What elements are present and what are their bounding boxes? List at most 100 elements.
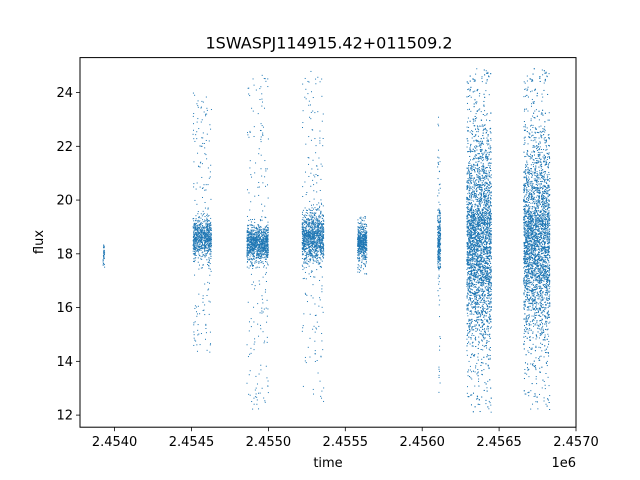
data-point	[357, 219, 359, 221]
data-point	[318, 224, 320, 226]
data-point	[267, 228, 269, 230]
data-point	[360, 252, 362, 254]
data-point	[322, 229, 324, 231]
data-point	[310, 185, 312, 187]
data-point	[365, 235, 367, 237]
data-point	[438, 259, 440, 261]
data-point	[194, 237, 196, 239]
data-point	[205, 96, 207, 98]
data-point	[313, 198, 315, 200]
data-point	[303, 245, 305, 247]
data-point	[200, 241, 202, 243]
data-point	[319, 237, 321, 239]
data-point	[203, 143, 205, 144]
data-point	[320, 250, 322, 252]
data-point	[359, 234, 361, 236]
data-point	[252, 230, 254, 232]
data-point	[205, 328, 207, 330]
data-point	[200, 229, 202, 231]
data-point	[362, 238, 364, 240]
data-point	[302, 265, 304, 267]
data-point	[302, 195, 304, 197]
data-point	[263, 243, 265, 245]
data-point	[304, 257, 306, 259]
data-point	[194, 245, 196, 247]
data-point	[246, 251, 248, 253]
data-point	[267, 229, 269, 231]
data-point	[301, 223, 303, 225]
data-point	[254, 288, 256, 290]
data-point	[310, 239, 312, 241]
data-point	[320, 211, 322, 213]
data-point	[439, 299, 441, 301]
data-point	[208, 259, 210, 261]
data-point	[317, 208, 319, 210]
data-point	[257, 232, 259, 234]
data-point	[361, 248, 363, 250]
data-point	[195, 229, 197, 231]
data-point	[315, 327, 317, 329]
data-point	[357, 257, 359, 259]
data-point	[365, 232, 367, 234]
data-point	[203, 227, 205, 229]
data-point	[312, 237, 314, 239]
data-point	[259, 229, 261, 231]
data-point	[358, 244, 360, 246]
data-point	[307, 244, 309, 246]
data-point	[320, 257, 322, 259]
data-point	[207, 220, 209, 222]
data-cluster-4	[301, 70, 325, 402]
data-point	[304, 258, 306, 260]
data-point	[357, 254, 359, 256]
data-point	[260, 246, 262, 248]
data-point	[256, 253, 258, 255]
data-point	[195, 241, 197, 243]
data-point	[439, 266, 441, 268]
data-point	[302, 325, 304, 327]
data-point	[203, 254, 205, 256]
data-point	[312, 110, 314, 112]
data-point	[258, 280, 260, 282]
data-point	[316, 226, 318, 227]
data-point	[208, 220, 210, 222]
data-point	[255, 230, 257, 232]
data-point	[257, 303, 259, 305]
data-point	[303, 261, 305, 263]
data-point	[262, 302, 264, 304]
data-point	[205, 139, 207, 141]
data-point	[103, 252, 105, 254]
data-point	[267, 256, 269, 258]
data-point	[301, 258, 303, 260]
data-point	[310, 295, 312, 297]
data-point	[267, 236, 269, 238]
data-point	[320, 241, 322, 243]
data-point	[247, 134, 249, 136]
data-point	[192, 240, 194, 242]
data-point	[209, 233, 211, 235]
data-point	[267, 251, 269, 253]
data-point	[439, 345, 441, 347]
data-point	[262, 237, 264, 239]
data-point	[202, 232, 204, 234]
data-point	[248, 249, 250, 251]
data-point	[302, 226, 304, 228]
data-point	[260, 255, 262, 257]
data-point	[204, 304, 206, 306]
data-point	[250, 236, 252, 238]
data-point	[266, 254, 268, 256]
data-point	[197, 227, 199, 229]
data-point	[438, 268, 440, 270]
data-point	[320, 252, 322, 254]
data-point	[363, 237, 365, 239]
data-point	[257, 186, 259, 188]
data-point	[192, 115, 194, 117]
data-point	[312, 220, 314, 222]
data-point	[302, 230, 304, 232]
data-point	[261, 298, 263, 300]
data-point	[261, 251, 263, 253]
data-point	[313, 325, 315, 327]
data-point	[438, 252, 440, 254]
data-point	[206, 215, 208, 217]
data-point	[247, 237, 249, 239]
data-point	[437, 277, 439, 279]
